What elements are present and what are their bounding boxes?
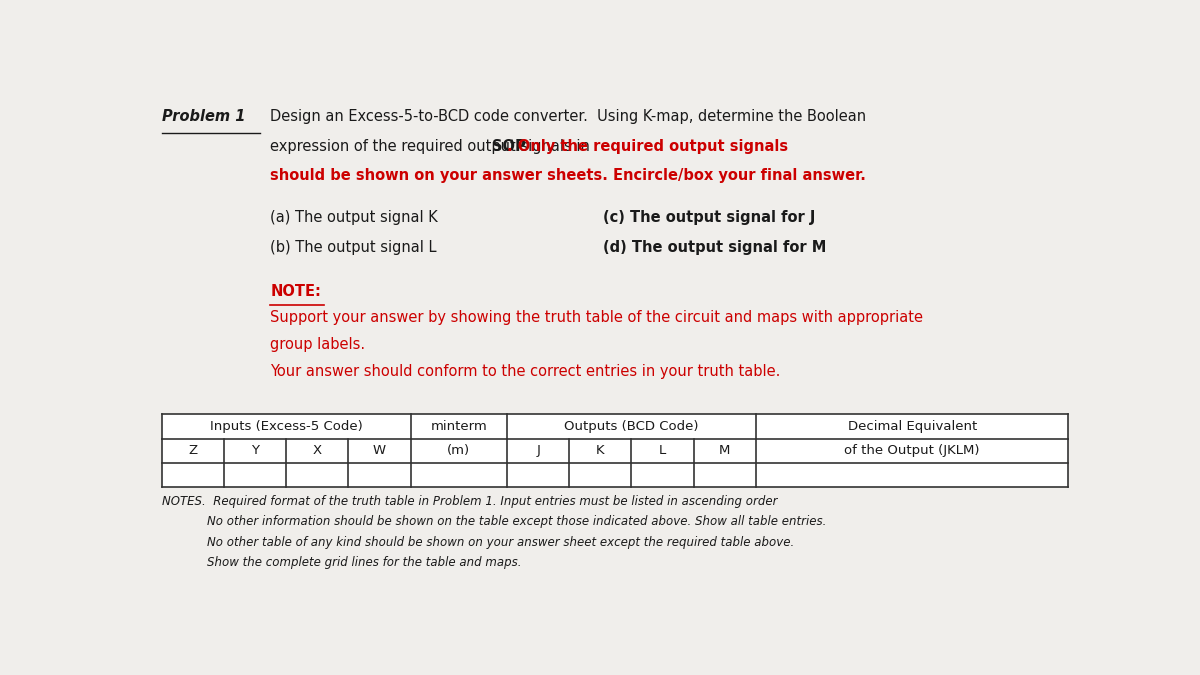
Text: L: L (659, 444, 666, 457)
Text: (m): (m) (448, 444, 470, 457)
Text: (c) The output signal for J: (c) The output signal for J (604, 211, 816, 225)
Text: SOP: SOP (492, 139, 526, 154)
Text: Show the complete grid lines for the table and maps.: Show the complete grid lines for the tab… (162, 556, 521, 569)
Text: Problem 1: Problem 1 (162, 109, 245, 124)
Bar (162, 414, 1068, 487)
Text: No other table of any kind should be shown on your answer sheet except the requi: No other table of any kind should be sho… (162, 536, 794, 549)
Text: should be shown on your answer sheets. Encircle/box your final answer.: should be shown on your answer sheets. E… (270, 168, 866, 183)
Text: Your answer should conform to the correct entries in your truth table.: Your answer should conform to the correc… (270, 364, 780, 379)
Text: J: J (536, 444, 540, 457)
Text: of the Output (JKLM): of the Output (JKLM) (845, 444, 980, 457)
Text: minterm: minterm (431, 420, 487, 433)
Text: (d) The output signal for M: (d) The output signal for M (604, 240, 827, 254)
Text: . Only the required output signals: . Only the required output signals (508, 139, 788, 154)
Text: M: M (719, 444, 731, 457)
Text: expression of the required output signals in: expression of the required output signal… (270, 139, 595, 154)
Text: NOTE:: NOTE: (270, 284, 322, 298)
Text: No other information should be shown on the table except those indicated above. : No other information should be shown on … (162, 515, 826, 529)
Text: K: K (596, 444, 605, 457)
Text: Support your answer by showing the truth table of the circuit and maps with appr: Support your answer by showing the truth… (270, 310, 923, 325)
Text: W: W (373, 444, 386, 457)
Text: group labels.: group labels. (270, 338, 365, 352)
Text: Y: Y (251, 444, 259, 457)
Text: NOTES.  Required format of the truth table in Problem 1. Input entries must be l: NOTES. Required format of the truth tabl… (162, 495, 778, 508)
Text: (b) The output signal L: (b) The output signal L (270, 240, 437, 254)
Text: Outputs (BCD Code): Outputs (BCD Code) (564, 420, 698, 433)
Text: Z: Z (188, 444, 197, 457)
Text: (a) The output signal K: (a) The output signal K (270, 211, 438, 225)
Text: Inputs (Excess-5 Code): Inputs (Excess-5 Code) (210, 420, 362, 433)
Text: Decimal Equivalent: Decimal Equivalent (847, 420, 977, 433)
Text: Design an Excess-5-to-BCD code converter.  Using K-map, determine the Boolean: Design an Excess-5-to-BCD code converter… (270, 109, 866, 124)
Text: X: X (313, 444, 322, 457)
